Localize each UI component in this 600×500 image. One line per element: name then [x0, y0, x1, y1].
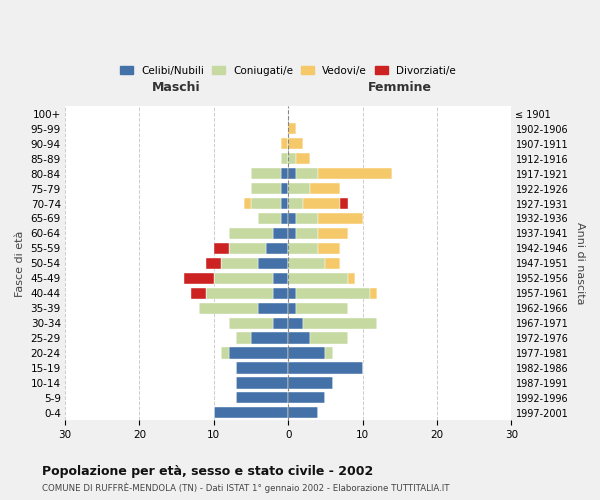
Bar — [206, 258, 221, 269]
Bar — [281, 168, 288, 179]
Bar — [281, 183, 288, 194]
Text: Popolazione per età, sesso e stato civile - 2002: Popolazione per età, sesso e stato civil… — [42, 465, 373, 478]
Bar — [303, 318, 377, 328]
Bar — [273, 228, 288, 239]
Bar — [259, 258, 288, 269]
Bar — [199, 302, 259, 314]
Text: Maschi: Maschi — [152, 82, 201, 94]
Bar — [288, 302, 296, 314]
Bar — [310, 183, 340, 194]
Bar — [221, 258, 259, 269]
Bar — [259, 213, 281, 224]
Text: Femmine: Femmine — [368, 82, 432, 94]
Bar — [229, 348, 288, 358]
Bar — [288, 378, 333, 388]
Bar — [266, 243, 288, 254]
Text: COMUNE DI RUFFRÈ-MENDOLA (TN) - Dati ISTAT 1° gennaio 2002 - Elaborazione TUTTIT: COMUNE DI RUFFRÈ-MENDOLA (TN) - Dati IST… — [42, 482, 449, 493]
Bar — [318, 213, 362, 224]
Bar — [288, 243, 318, 254]
Bar — [288, 272, 347, 284]
Bar — [288, 332, 310, 344]
Y-axis label: Anni di nascita: Anni di nascita — [575, 222, 585, 304]
Bar — [288, 138, 303, 149]
Bar — [288, 183, 310, 194]
Bar — [318, 168, 392, 179]
Bar — [236, 332, 251, 344]
Bar — [236, 378, 288, 388]
Bar — [214, 243, 229, 254]
Bar — [325, 348, 333, 358]
Bar — [288, 348, 325, 358]
Bar — [251, 332, 288, 344]
Bar — [184, 272, 214, 284]
Bar — [325, 258, 340, 269]
Bar — [288, 213, 296, 224]
Bar — [281, 198, 288, 209]
Bar — [229, 228, 273, 239]
Bar — [251, 183, 281, 194]
Bar — [288, 318, 303, 328]
Bar — [221, 348, 229, 358]
Bar — [236, 362, 288, 374]
Bar — [288, 123, 296, 134]
Bar — [310, 332, 347, 344]
Bar — [288, 153, 296, 164]
Bar — [281, 138, 288, 149]
Bar — [191, 288, 206, 299]
Bar — [340, 198, 347, 209]
Bar — [296, 168, 318, 179]
Bar — [303, 198, 340, 209]
Bar — [288, 198, 303, 209]
Bar — [281, 213, 288, 224]
Bar — [214, 407, 288, 418]
Bar — [296, 213, 318, 224]
Bar — [259, 302, 288, 314]
Bar — [288, 407, 318, 418]
Bar — [288, 258, 325, 269]
Bar — [370, 288, 377, 299]
Bar — [296, 302, 347, 314]
Bar — [296, 228, 318, 239]
Bar — [288, 362, 362, 374]
Bar — [288, 228, 296, 239]
Y-axis label: Fasce di età: Fasce di età — [15, 230, 25, 296]
Bar — [244, 198, 251, 209]
Bar — [229, 318, 273, 328]
Bar — [273, 272, 288, 284]
Legend: Celibi/Nubili, Coniugati/e, Vedovi/e, Divorziati/e: Celibi/Nubili, Coniugati/e, Vedovi/e, Di… — [116, 62, 460, 80]
Bar — [273, 318, 288, 328]
Bar — [288, 288, 296, 299]
Bar — [214, 272, 273, 284]
Bar — [296, 153, 310, 164]
Bar — [229, 243, 266, 254]
Bar — [251, 168, 281, 179]
Bar — [236, 392, 288, 404]
Bar — [288, 168, 296, 179]
Bar — [347, 272, 355, 284]
Bar — [206, 288, 273, 299]
Bar — [318, 243, 340, 254]
Bar — [288, 392, 325, 404]
Bar — [296, 288, 370, 299]
Bar — [251, 198, 281, 209]
Bar — [318, 228, 347, 239]
Bar — [281, 153, 288, 164]
Bar — [273, 288, 288, 299]
